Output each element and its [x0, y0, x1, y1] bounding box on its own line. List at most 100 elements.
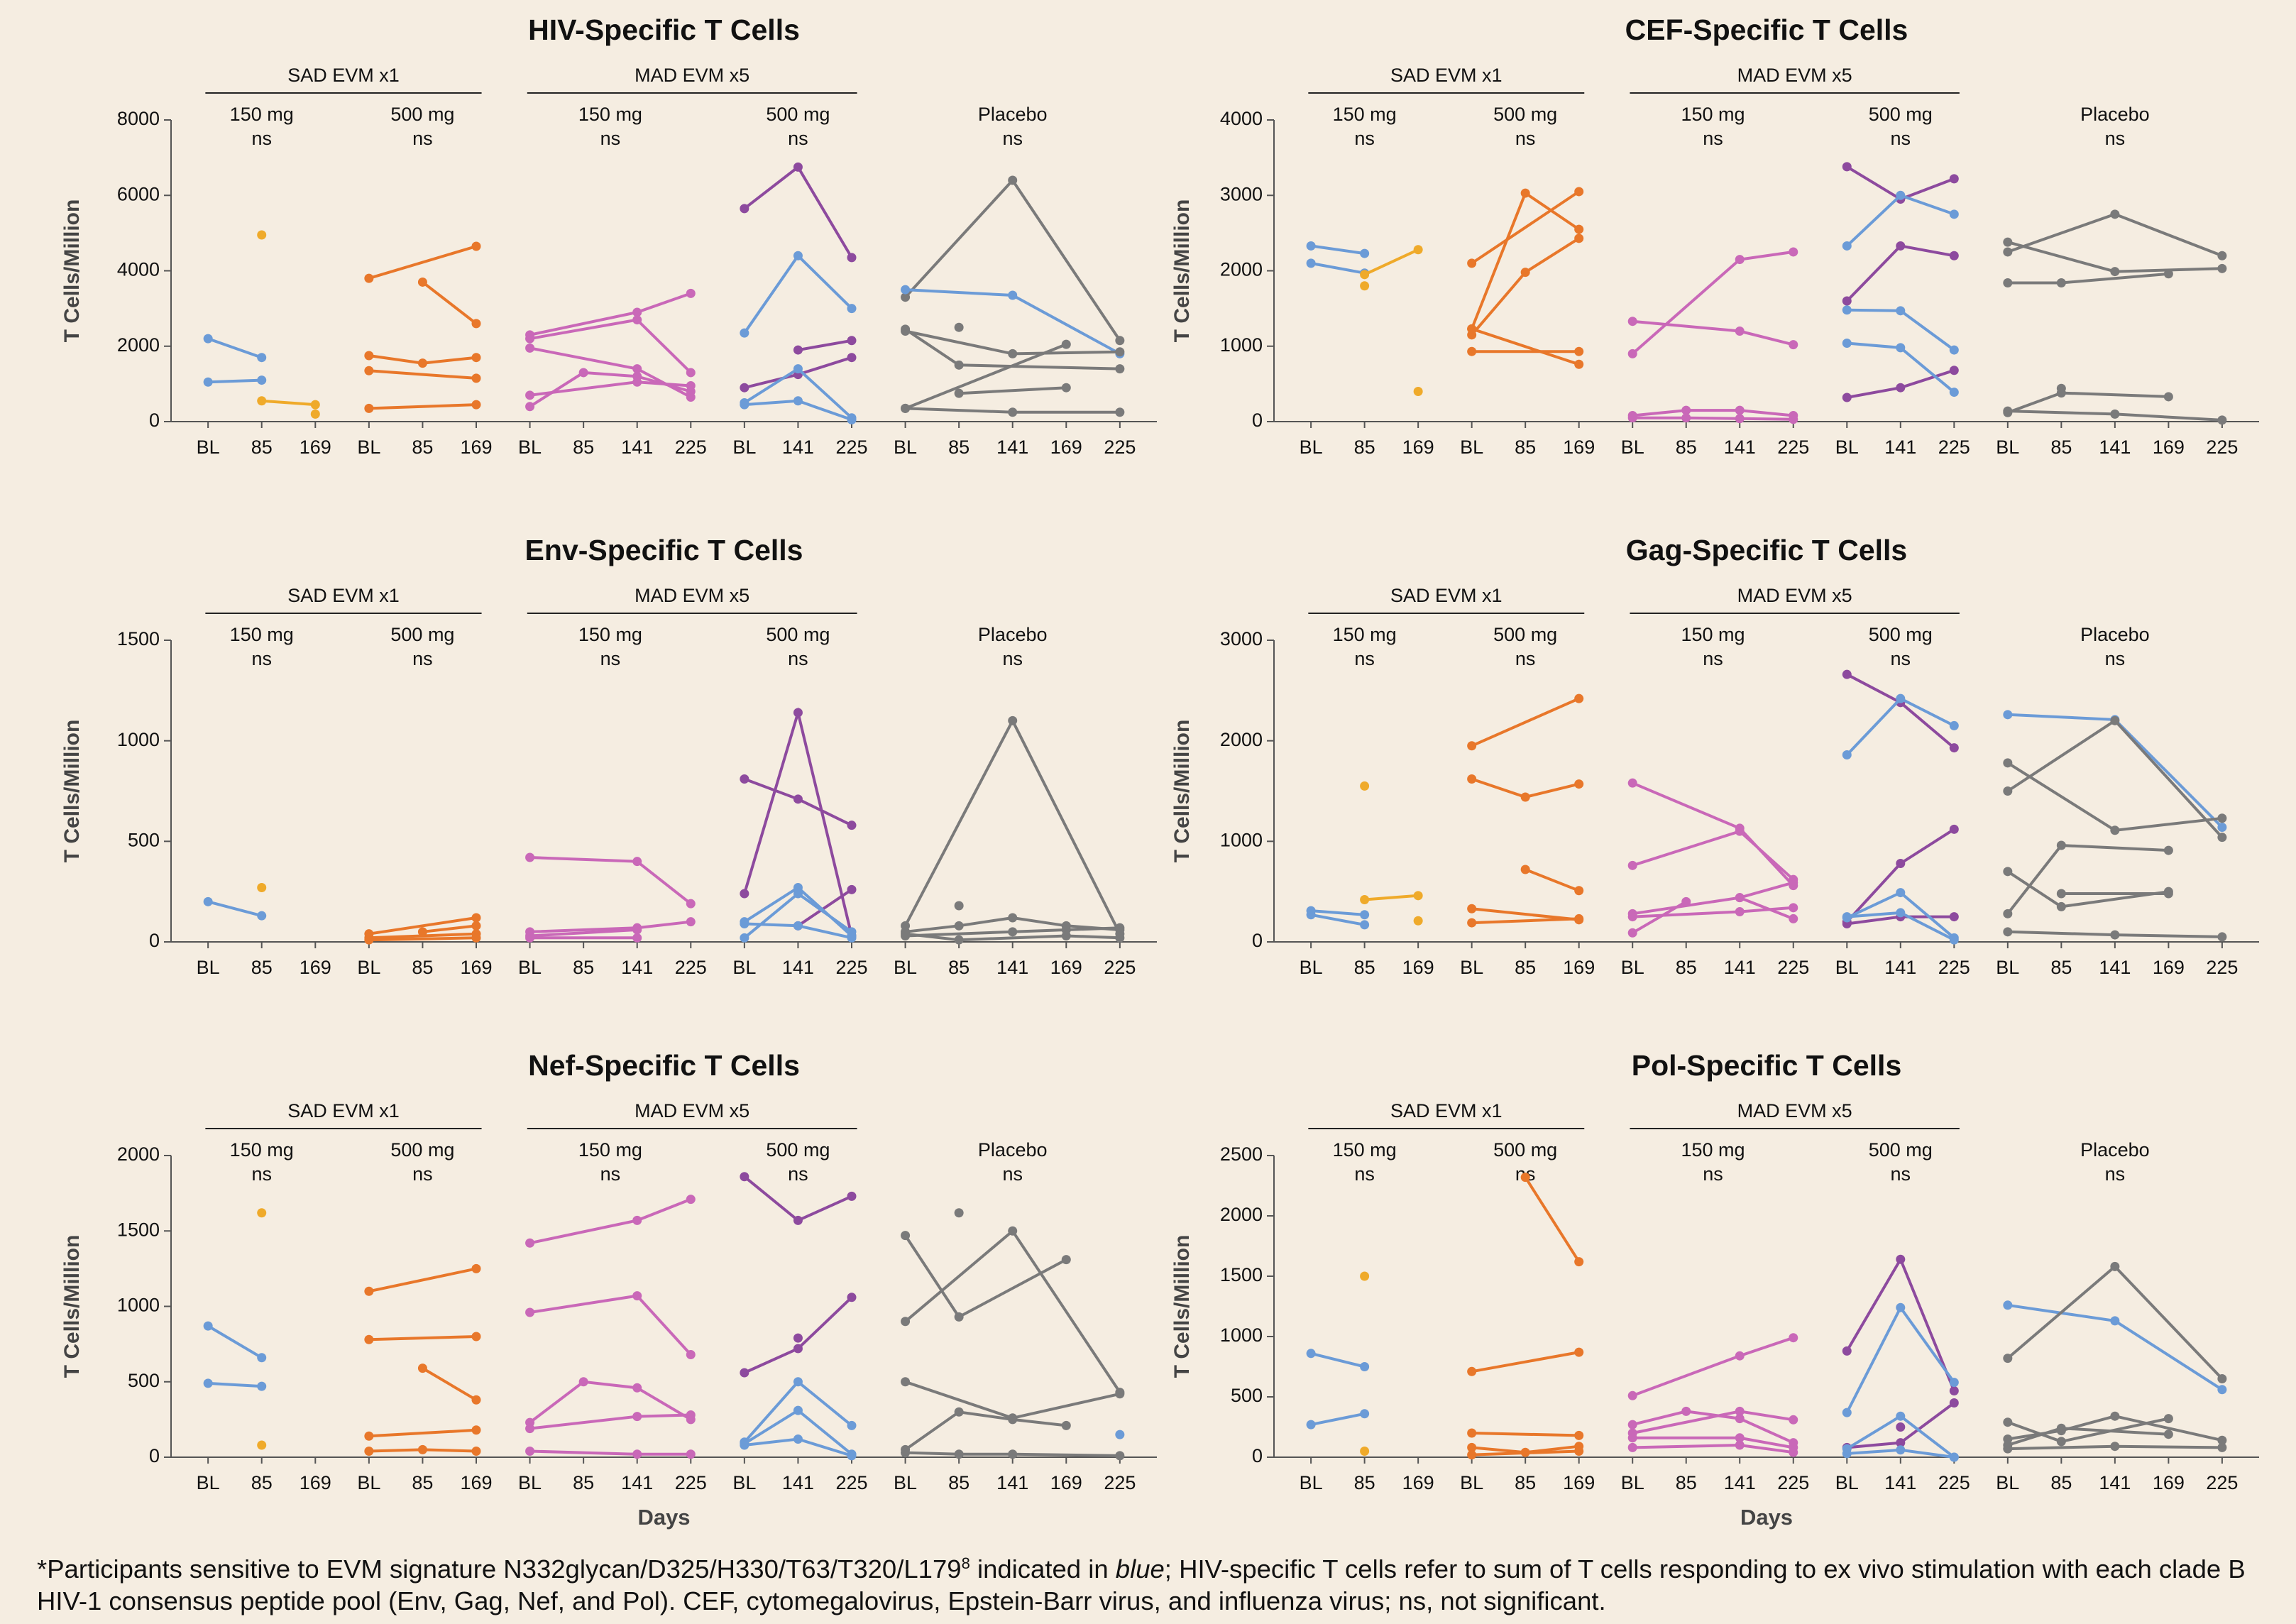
- x-tick-label: 85: [573, 437, 594, 458]
- y-tick-label: 1000: [1220, 1324, 1263, 1346]
- participant-point: [1842, 339, 1852, 348]
- participant-point: [1627, 912, 1637, 922]
- participant-point: [471, 1263, 481, 1273]
- participant-line: [1310, 1412, 1365, 1427]
- participant-point: [203, 1378, 213, 1388]
- x-tick-label: 169: [1563, 437, 1595, 458]
- participant-point: [901, 327, 911, 336]
- participant-line: [368, 245, 477, 280]
- dose-label: Placebo: [2080, 104, 2150, 125]
- participant-line: [904, 177, 1121, 341]
- y-tick-label: 0: [1252, 1445, 1263, 1466]
- x-tick-label: BL: [518, 437, 542, 458]
- participant-point: [525, 390, 535, 400]
- participant-point: [1061, 1255, 1071, 1265]
- footnote-text: *Participants sensitive to EVM signature…: [37, 1554, 962, 1584]
- x-tick-label: 141: [782, 437, 814, 458]
- participant-point: [1735, 1440, 1745, 1450]
- participant-point: [1842, 912, 1852, 922]
- participant-point: [1789, 1447, 1798, 1457]
- x-tick-label: 85: [251, 437, 273, 458]
- participant-point: [2003, 237, 2013, 247]
- significance-label: ns: [1703, 648, 1723, 669]
- participant-line: [1632, 781, 1795, 887]
- participant-point: [2003, 758, 2013, 768]
- x-tick-label: 169: [1050, 437, 1082, 458]
- participant-point: [525, 402, 535, 412]
- participant-point: [1520, 1173, 1530, 1183]
- x-tick-label: BL: [1300, 957, 1323, 978]
- participant-point: [471, 353, 481, 363]
- significance-label: ns: [412, 128, 433, 149]
- participant-line: [368, 403, 477, 410]
- participant-line: [529, 1294, 692, 1356]
- participant-point: [1061, 931, 1071, 940]
- x-tick-label: BL: [1460, 437, 1483, 458]
- participant-point: [364, 935, 374, 945]
- participant-point: [847, 1293, 857, 1302]
- significance-label: ns: [1891, 648, 1911, 669]
- participant-point: [364, 366, 374, 375]
- participant-point: [1574, 234, 1584, 243]
- x-tick-label: 141: [2099, 437, 2131, 458]
- dose-label: 500 mg: [1869, 624, 1933, 645]
- y-tick-label: 500: [128, 829, 160, 850]
- participant-line: [1632, 900, 1687, 935]
- x-tick-label: 225: [835, 1472, 867, 1493]
- participant-point: [203, 377, 213, 387]
- participant-point: [901, 285, 911, 295]
- participant-line: [1364, 894, 1419, 901]
- participant-point: [632, 1449, 642, 1459]
- participant-point: [686, 1195, 696, 1205]
- participant-point: [2217, 833, 2227, 843]
- significance-label: ns: [1891, 128, 1911, 149]
- participant-point: [364, 1431, 374, 1441]
- participant-point: [1061, 383, 1071, 393]
- participant-point: [1306, 1420, 1316, 1430]
- participant-line: [368, 916, 477, 936]
- x-tick-label: 225: [2206, 437, 2238, 458]
- significance-label: ns: [1002, 1163, 1023, 1185]
- participant-point: [1949, 824, 1959, 834]
- participant-point: [364, 403, 374, 413]
- participant-point: [1735, 414, 1745, 424]
- x-tick-label: 169: [460, 957, 492, 978]
- participant-line: [529, 380, 691, 397]
- participant-point: [2003, 710, 2013, 720]
- participant-point: [1360, 920, 1370, 930]
- participant-point: [364, 273, 374, 283]
- participant-point: [1413, 245, 1423, 255]
- participant-point: [954, 1449, 964, 1459]
- participant-point: [1467, 741, 1477, 751]
- x-tick-label: BL: [894, 437, 917, 458]
- x-tick-label: 169: [2153, 437, 2185, 458]
- participant-point: [1681, 405, 1691, 415]
- chart-title: HIV-Specific T Cells: [528, 13, 800, 46]
- x-tick-label: 141: [621, 437, 653, 458]
- participant-point: [2110, 1316, 2120, 1326]
- participant-point: [310, 409, 320, 419]
- participant-point: [1008, 349, 1018, 358]
- participant-line: [1471, 697, 1580, 747]
- participant-point: [847, 353, 857, 363]
- participant-point: [1360, 895, 1370, 904]
- participant-line: [207, 900, 263, 918]
- x-tick-label: 225: [1938, 957, 1970, 978]
- participant-point: [2110, 715, 2120, 725]
- participant-line: [1310, 913, 1365, 926]
- participant-point: [1789, 914, 1798, 923]
- participant-point: [686, 381, 696, 391]
- participant-point: [954, 1312, 964, 1322]
- x-tick-label: 169: [460, 1472, 492, 1493]
- participant-line: [529, 371, 691, 408]
- participant-point: [1949, 912, 1959, 922]
- x-tick-label: BL: [1996, 1472, 2019, 1493]
- participant-point: [1467, 1442, 1477, 1452]
- participant-point: [847, 821, 857, 830]
- participant-line: [2006, 718, 2224, 839]
- dose-label: 500 mg: [1869, 104, 1933, 125]
- y-tick-label: 1000: [1220, 829, 1263, 850]
- participant-point: [793, 251, 803, 260]
- participant-line: [207, 1381, 262, 1388]
- participant-line: [1310, 261, 1365, 275]
